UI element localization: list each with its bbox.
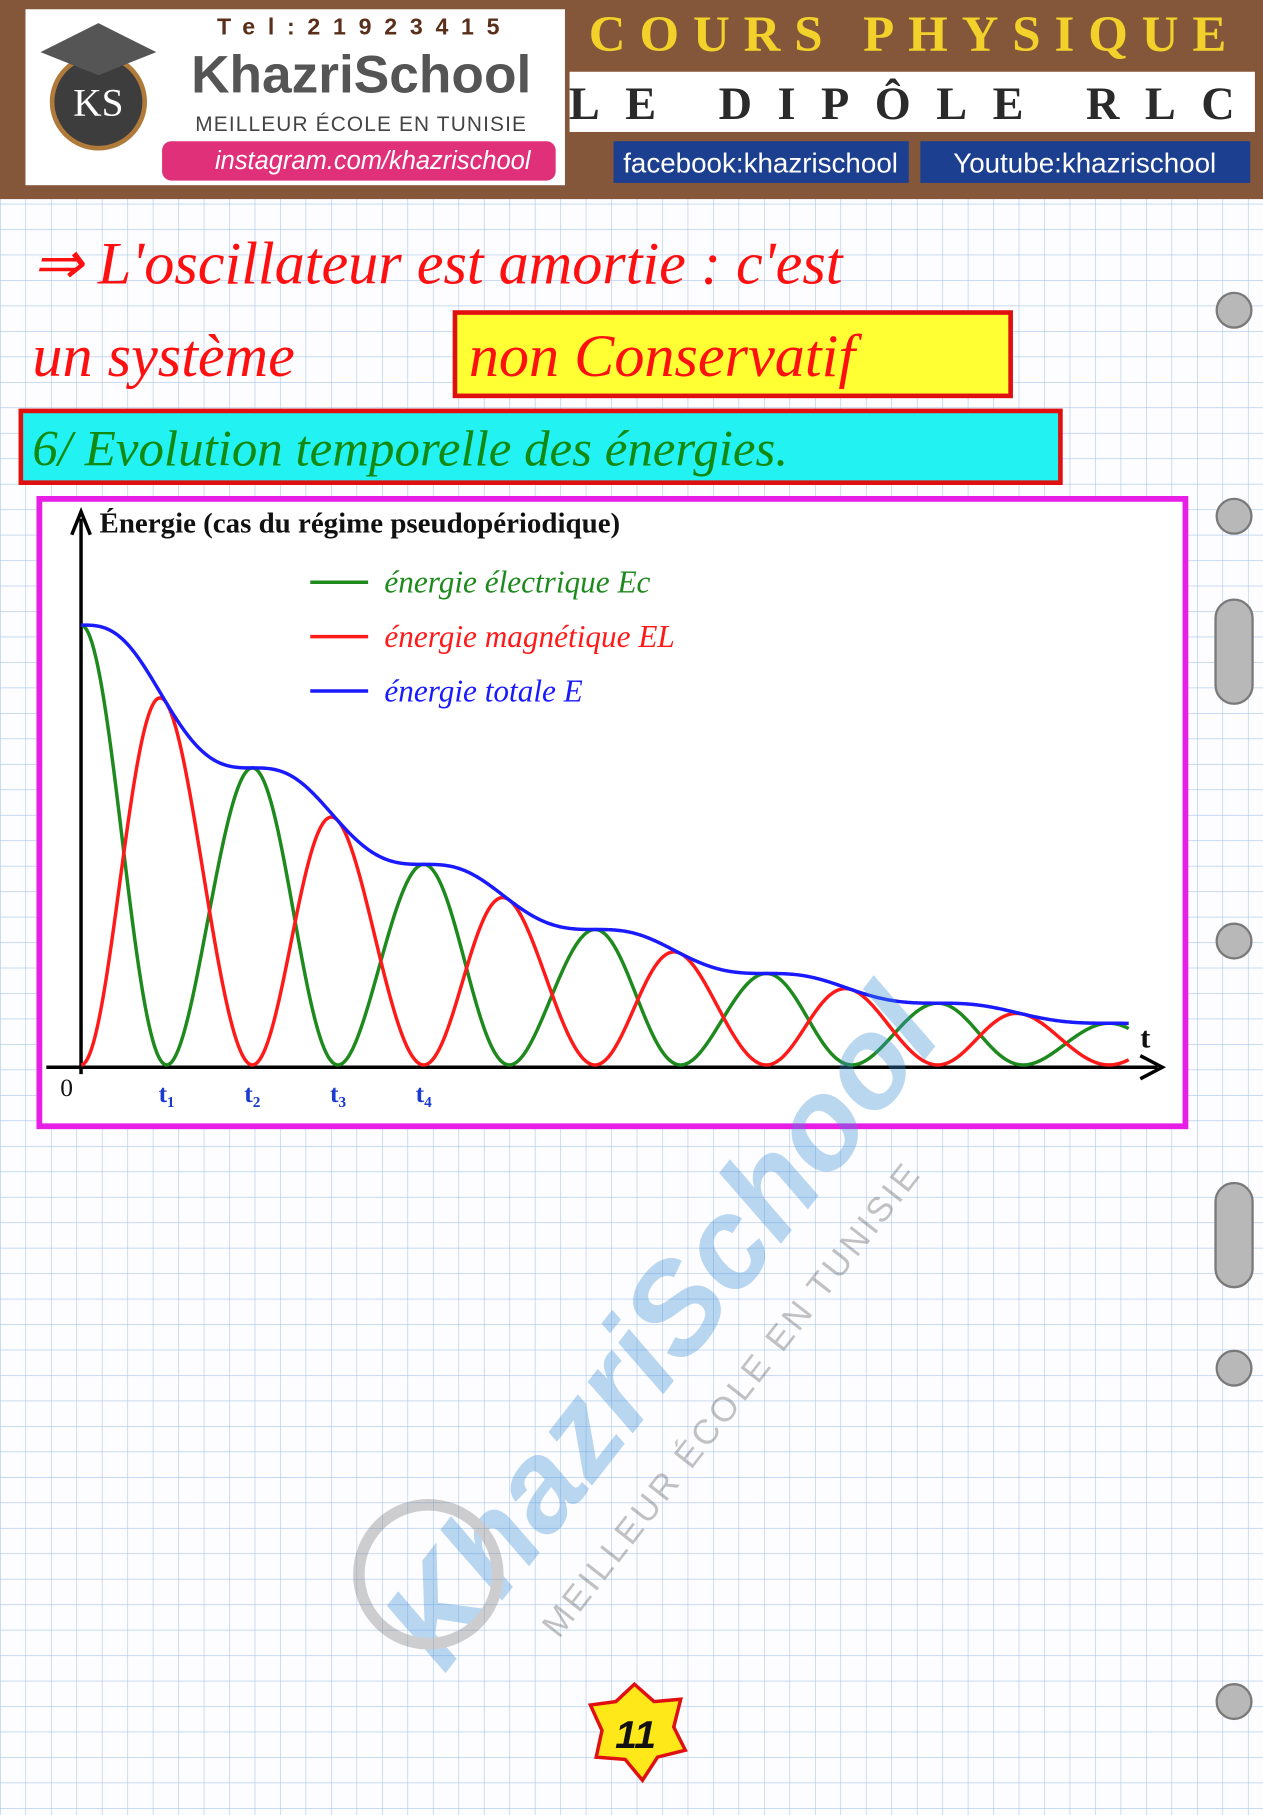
youtube-bar xyxy=(920,141,1251,183)
instagram[interactable]: instagram.com/khazrischool xyxy=(215,147,532,175)
facebook[interactable]: facebook:khazrischool xyxy=(623,147,898,178)
hole xyxy=(1215,291,1253,329)
note-line: un système xyxy=(32,323,294,390)
hole xyxy=(1215,1349,1253,1387)
tick-label: t₄ xyxy=(416,1079,432,1108)
tick-label: t₁ xyxy=(159,1079,175,1108)
logo-cap xyxy=(40,23,157,76)
legend-label: énergie électrique Ec xyxy=(384,565,650,600)
hole xyxy=(1215,497,1253,535)
energy-curve xyxy=(80,696,1130,1067)
instagram-bar xyxy=(162,141,556,181)
slogan: MEILLEUR ÉCOLE EN TUNISIE xyxy=(195,113,527,136)
tick-label: t₃ xyxy=(330,1079,346,1108)
chapter-panel xyxy=(569,71,1255,132)
course-title: COURS PHYSIQUE xyxy=(589,7,1240,63)
hole xyxy=(1214,598,1254,705)
section-title: 6/ Evolution temporelle des énergies. xyxy=(32,421,788,477)
page-number-badge xyxy=(587,1681,688,1784)
x-label: t xyxy=(1140,1021,1150,1055)
figure: Énergie (cas du régime pseudopériodique)… xyxy=(46,506,1167,1108)
highlight-text: non Conservatif xyxy=(469,323,862,390)
phone: Tel:21923415 xyxy=(217,14,512,40)
y-arrow xyxy=(70,506,92,536)
energy-curve xyxy=(81,623,1129,1026)
hole xyxy=(1215,1683,1253,1721)
note-line: ⇒ L'oscillateur est amortie : c'est xyxy=(32,231,843,298)
hole xyxy=(1214,1181,1254,1289)
figure-title: Énergie (cas du régime pseudopériodique) xyxy=(100,506,621,539)
logo-text: KS xyxy=(73,81,123,125)
section-box xyxy=(18,408,1063,486)
watermark-logo xyxy=(353,1498,504,1650)
binder-holes xyxy=(1214,291,1254,1721)
chapter-title: LE DIPÔLE RLC xyxy=(569,78,1260,130)
highlight-box xyxy=(452,310,1013,399)
legend-label: énergie totale E xyxy=(384,673,582,708)
youtube[interactable]: Youtube:khazrischool xyxy=(953,147,1216,178)
origin-label: 0 xyxy=(60,1073,73,1102)
legend-label: énergie magnétique EL xyxy=(384,619,674,654)
hole xyxy=(1215,922,1253,960)
x-arrow xyxy=(1139,1054,1167,1081)
page-number: 11 xyxy=(615,1713,656,1757)
facebook-bar xyxy=(613,141,909,183)
tick-label: t₂ xyxy=(244,1079,260,1108)
brand: KhazriSchool xyxy=(191,46,531,105)
